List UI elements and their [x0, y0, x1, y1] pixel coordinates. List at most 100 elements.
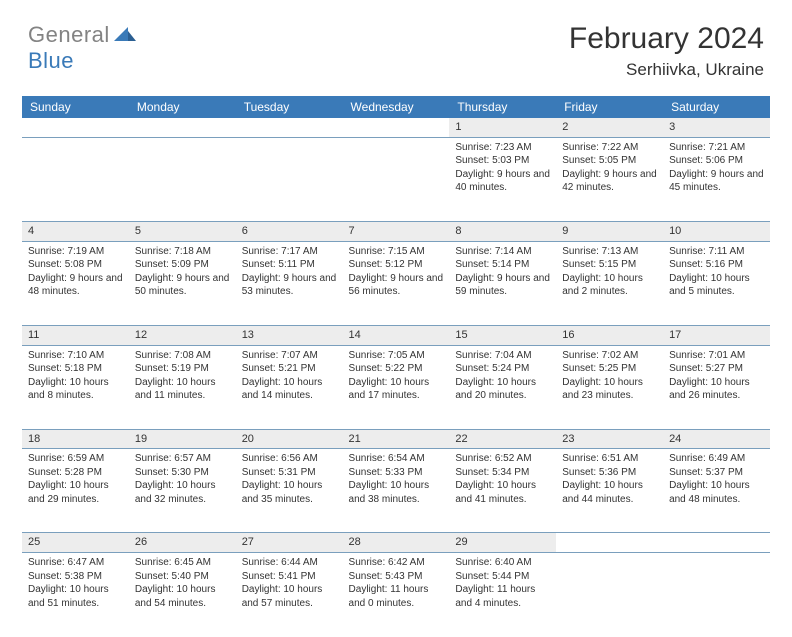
day-number: [663, 533, 770, 553]
calendar-header-row: SundayMondayTuesdayWednesdayThursdayFrid…: [22, 96, 770, 118]
sunrise-line: Sunrise: 6:51 AM: [562, 452, 657, 466]
col-header-monday: Monday: [129, 96, 236, 118]
day-number: [343, 118, 450, 137]
sunset-line: Sunset: 5:18 PM: [28, 362, 123, 376]
day-number: 11: [22, 325, 129, 345]
col-header-friday: Friday: [556, 96, 663, 118]
sunrise-line: Sunrise: 7:19 AM: [28, 245, 123, 259]
daylight-line: Daylight: 10 hours and 29 minutes.: [28, 479, 123, 506]
day-number: 14: [343, 325, 450, 345]
daylight-line: Daylight: 10 hours and 32 minutes.: [135, 479, 230, 506]
month-title: February 2024: [569, 22, 764, 56]
sunrise-line: Sunrise: 6:45 AM: [135, 556, 230, 570]
sunset-line: Sunset: 5:31 PM: [242, 466, 337, 480]
title-block: February 2024 Serhiivka, Ukraine: [569, 22, 764, 80]
day-cell: Sunrise: 6:59 AMSunset: 5:28 PMDaylight:…: [22, 449, 129, 533]
day-number: 15: [449, 325, 556, 345]
day-number: 3: [663, 118, 770, 137]
day-cell: [556, 553, 663, 637]
content-row: Sunrise: 7:23 AMSunset: 5:03 PMDaylight:…: [22, 137, 770, 221]
daylight-line: Daylight: 10 hours and 14 minutes.: [242, 376, 337, 403]
daynum-row: 18192021222324: [22, 429, 770, 449]
day-cell: Sunrise: 6:51 AMSunset: 5:36 PMDaylight:…: [556, 449, 663, 533]
brand-part1: General: [28, 22, 110, 48]
col-header-wednesday: Wednesday: [343, 96, 450, 118]
day-cell: Sunrise: 6:49 AMSunset: 5:37 PMDaylight:…: [663, 449, 770, 533]
sunset-line: Sunset: 5:30 PM: [135, 466, 230, 480]
sunset-line: Sunset: 5:24 PM: [455, 362, 550, 376]
daynum-row: 45678910: [22, 221, 770, 241]
daylight-line: Daylight: 9 hours and 45 minutes.: [669, 168, 764, 195]
content-row: Sunrise: 6:47 AMSunset: 5:38 PMDaylight:…: [22, 553, 770, 637]
sunset-line: Sunset: 5:12 PM: [349, 258, 444, 272]
daylight-line: Daylight: 10 hours and 48 minutes.: [669, 479, 764, 506]
day-number: 10: [663, 221, 770, 241]
day-cell: Sunrise: 7:02 AMSunset: 5:25 PMDaylight:…: [556, 345, 663, 429]
day-number: 5: [129, 221, 236, 241]
daylight-line: Daylight: 10 hours and 44 minutes.: [562, 479, 657, 506]
day-number: 6: [236, 221, 343, 241]
sunrise-line: Sunrise: 7:14 AM: [455, 245, 550, 259]
sunrise-line: Sunrise: 7:23 AM: [455, 141, 550, 155]
col-header-thursday: Thursday: [449, 96, 556, 118]
day-cell: Sunrise: 6:54 AMSunset: 5:33 PMDaylight:…: [343, 449, 450, 533]
daylight-line: Daylight: 10 hours and 11 minutes.: [135, 376, 230, 403]
daylight-line: Daylight: 10 hours and 54 minutes.: [135, 583, 230, 610]
sunrise-line: Sunrise: 7:15 AM: [349, 245, 444, 259]
sunrise-line: Sunrise: 7:10 AM: [28, 349, 123, 363]
day-number: 12: [129, 325, 236, 345]
day-number: 4: [22, 221, 129, 241]
day-number: [236, 118, 343, 137]
sunset-line: Sunset: 5:36 PM: [562, 466, 657, 480]
day-cell: Sunrise: 7:01 AMSunset: 5:27 PMDaylight:…: [663, 345, 770, 429]
sunrise-line: Sunrise: 6:57 AM: [135, 452, 230, 466]
daylight-line: Daylight: 10 hours and 57 minutes.: [242, 583, 337, 610]
day-cell: Sunrise: 7:14 AMSunset: 5:14 PMDaylight:…: [449, 241, 556, 325]
sunrise-line: Sunrise: 6:49 AM: [669, 452, 764, 466]
content-row: Sunrise: 7:19 AMSunset: 5:08 PMDaylight:…: [22, 241, 770, 325]
day-number: 27: [236, 533, 343, 553]
sunrise-line: Sunrise: 7:18 AM: [135, 245, 230, 259]
daylight-line: Daylight: 10 hours and 35 minutes.: [242, 479, 337, 506]
daylight-line: Daylight: 9 hours and 59 minutes.: [455, 272, 550, 299]
sunrise-line: Sunrise: 7:05 AM: [349, 349, 444, 363]
sunset-line: Sunset: 5:25 PM: [562, 362, 657, 376]
daylight-line: Daylight: 9 hours and 42 minutes.: [562, 168, 657, 195]
daylight-line: Daylight: 11 hours and 0 minutes.: [349, 583, 444, 610]
day-cell: Sunrise: 7:18 AMSunset: 5:09 PMDaylight:…: [129, 241, 236, 325]
sunset-line: Sunset: 5:19 PM: [135, 362, 230, 376]
sunrise-line: Sunrise: 6:59 AM: [28, 452, 123, 466]
day-number: 26: [129, 533, 236, 553]
day-number: 23: [556, 429, 663, 449]
day-cell: Sunrise: 6:56 AMSunset: 5:31 PMDaylight:…: [236, 449, 343, 533]
sunrise-line: Sunrise: 7:11 AM: [669, 245, 764, 259]
day-number: 28: [343, 533, 450, 553]
day-number: [556, 533, 663, 553]
sunrise-line: Sunrise: 7:08 AM: [135, 349, 230, 363]
calendar-table: SundayMondayTuesdayWednesdayThursdayFrid…: [22, 96, 770, 637]
sunrise-line: Sunrise: 7:22 AM: [562, 141, 657, 155]
daylight-line: Daylight: 9 hours and 56 minutes.: [349, 272, 444, 299]
day-cell: Sunrise: 7:10 AMSunset: 5:18 PMDaylight:…: [22, 345, 129, 429]
daylight-line: Daylight: 10 hours and 8 minutes.: [28, 376, 123, 403]
sunset-line: Sunset: 5:43 PM: [349, 570, 444, 584]
daylight-line: Daylight: 10 hours and 23 minutes.: [562, 376, 657, 403]
sunset-line: Sunset: 5:05 PM: [562, 154, 657, 168]
daylight-line: Daylight: 10 hours and 20 minutes.: [455, 376, 550, 403]
daylight-line: Daylight: 9 hours and 40 minutes.: [455, 168, 550, 195]
brand-part2-wrap: Blue: [28, 48, 74, 74]
day-number: 22: [449, 429, 556, 449]
day-cell: Sunrise: 7:08 AMSunset: 5:19 PMDaylight:…: [129, 345, 236, 429]
daylight-line: Daylight: 10 hours and 17 minutes.: [349, 376, 444, 403]
sunrise-line: Sunrise: 7:17 AM: [242, 245, 337, 259]
sunset-line: Sunset: 5:16 PM: [669, 258, 764, 272]
sunrise-line: Sunrise: 7:04 AM: [455, 349, 550, 363]
day-number: 7: [343, 221, 450, 241]
day-number: 20: [236, 429, 343, 449]
header: General February 2024 Serhiivka, Ukraine: [0, 0, 792, 90]
daylight-line: Daylight: 10 hours and 2 minutes.: [562, 272, 657, 299]
daylight-line: Daylight: 10 hours and 5 minutes.: [669, 272, 764, 299]
day-cell: [343, 137, 450, 221]
brand-part2: Blue: [28, 48, 74, 73]
day-number: 13: [236, 325, 343, 345]
